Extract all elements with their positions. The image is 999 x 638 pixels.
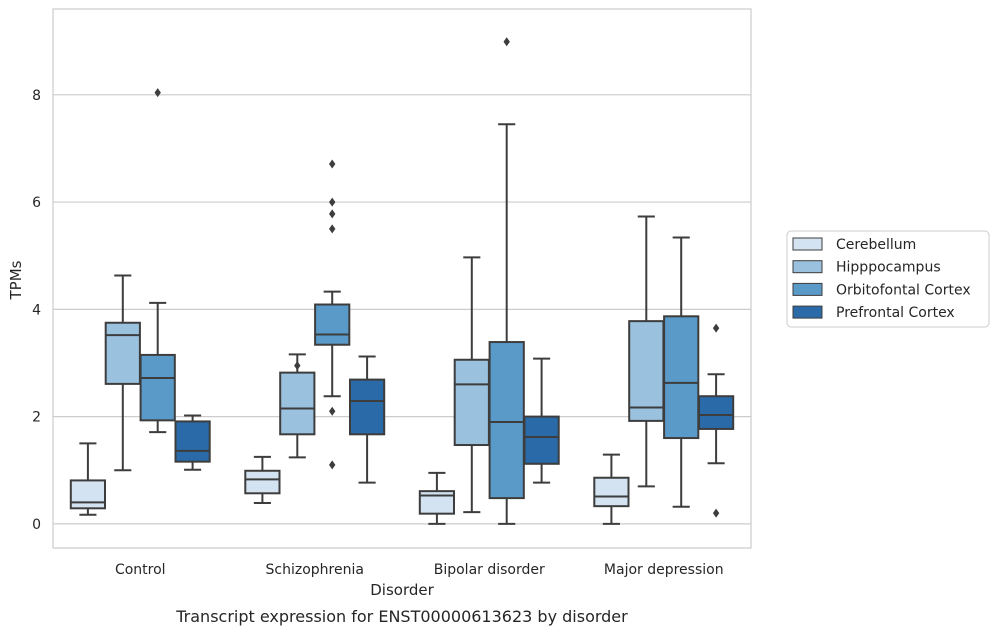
legend-item: Cerebellum: [792, 237, 916, 253]
box-group: [314, 159, 351, 470]
box-group: [663, 236, 700, 508]
box-iqr: [628, 320, 665, 422]
box-iqr: [593, 476, 630, 508]
x-axis-label: Disorder: [370, 581, 434, 599]
outlier-point: [329, 159, 336, 169]
outlier-point: [712, 323, 720, 333]
legend-items: Cerebellum Hipppocampus Orbitofontal Corte…: [792, 237, 971, 321]
box-group: [523, 357, 560, 484]
outlier-point: [503, 37, 510, 47]
outlier-point: [154, 88, 161, 98]
legend-frame: [786, 230, 990, 328]
outlier-point: [712, 508, 720, 518]
box-iqr: [69, 479, 107, 510]
box-group: [697, 323, 735, 518]
box-iqr: [523, 415, 560, 465]
legend-item: Prefrontal Cortex: [792, 305, 955, 321]
box-group: [593, 453, 630, 525]
y-tick-labels: 0 2 4 6 8: [32, 88, 41, 533]
box-group: [139, 88, 176, 434]
box-iqr: [314, 303, 351, 346]
legend-label: Cerebellum: [836, 237, 916, 253]
y-tick-label: 8: [32, 88, 41, 104]
y-tick-label: 4: [32, 302, 41, 318]
x-tick-label: Schizophrenia: [266, 562, 364, 578]
box-iqr: [488, 341, 525, 500]
box-iqr: [244, 469, 281, 495]
legend-item: Hipppocampus: [792, 260, 941, 276]
legend-swatch: [792, 282, 823, 296]
chart-caption: Transcript expression for ENST0000061362…: [175, 607, 628, 626]
box-iqr: [139, 353, 176, 422]
x-tick-label: Control: [115, 562, 166, 578]
legend: Cerebellum Hipppocampus Orbitofontal Corte…: [786, 230, 990, 328]
box-group: [174, 414, 211, 471]
box-group: [279, 353, 316, 459]
box-iqr: [279, 371, 316, 436]
box-iqr: [663, 315, 700, 440]
box-iqr: [104, 321, 141, 385]
outlier-point: [329, 406, 336, 416]
legend-label: Orbitofontal Cortex: [836, 282, 971, 298]
box-group: [348, 355, 386, 484]
legend-swatch: [792, 237, 823, 251]
y-axis-label: TPMs: [7, 260, 25, 300]
legend-swatch: [792, 260, 823, 274]
outlier-point: [329, 197, 336, 207]
y-tick-label: 0: [32, 517, 41, 533]
box-group: [453, 256, 490, 514]
boxes: [69, 37, 735, 525]
y-tick-label: 6: [32, 195, 41, 211]
outlier-point: [294, 361, 301, 371]
outlier-point: [329, 224, 336, 234]
box-iqr: [174, 420, 211, 463]
box-group: [244, 455, 281, 504]
box-iqr: [453, 358, 490, 447]
box-group: [418, 471, 456, 525]
legend-swatch: [792, 305, 823, 319]
box-group: [69, 442, 107, 516]
box-group: [628, 215, 665, 488]
x-tick-labels: Control Schizophrenia Bipolar disorder Majo…: [115, 562, 724, 578]
box-group: [488, 37, 525, 525]
y-tick-label: 2: [32, 410, 41, 426]
box-iqr: [697, 395, 735, 430]
plot-frame: [52, 8, 752, 549]
box-group: [104, 274, 141, 472]
box-iqr: [348, 378, 386, 436]
legend-item: Orbitofontal Cortex: [792, 282, 971, 298]
x-tick-label: Bipolar disorder: [434, 562, 545, 578]
outlier-point: [329, 209, 336, 219]
box-iqr: [418, 490, 456, 515]
legend-label: Hipppocampus: [836, 260, 941, 276]
outlier-point: [329, 460, 336, 470]
legend-label: Prefrontal Cortex: [836, 305, 955, 321]
x-tick-label: Major depression: [604, 562, 724, 578]
